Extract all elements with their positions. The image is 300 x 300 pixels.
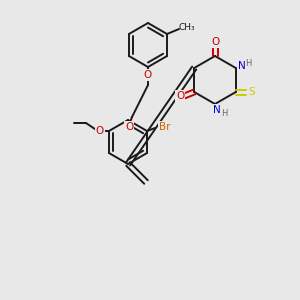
- Text: CH₃: CH₃: [179, 22, 195, 32]
- Text: S: S: [248, 87, 255, 97]
- Text: H: H: [221, 109, 227, 118]
- Text: O: O: [144, 70, 152, 80]
- Text: O: O: [125, 122, 133, 132]
- Text: O: O: [176, 91, 184, 101]
- Text: N: N: [213, 105, 221, 115]
- Text: Br: Br: [159, 122, 171, 132]
- Text: H: H: [246, 59, 252, 68]
- Text: O: O: [96, 126, 104, 136]
- Text: O: O: [211, 37, 219, 47]
- Text: N: N: [238, 61, 246, 71]
